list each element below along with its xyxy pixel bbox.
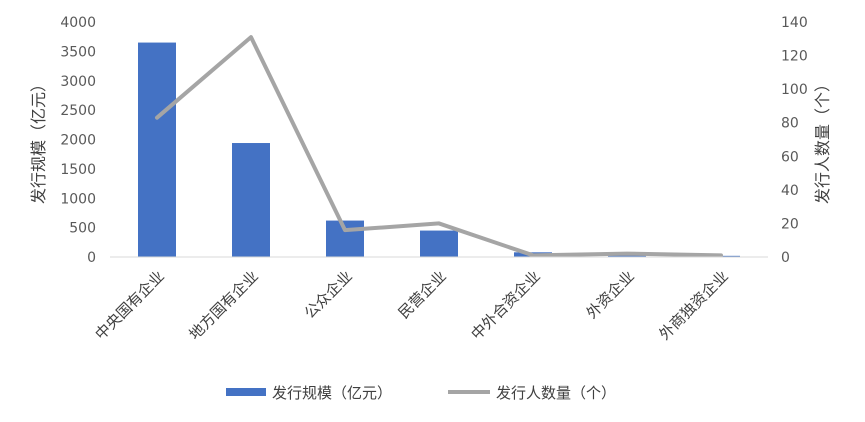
left-tick-label: 2000 xyxy=(60,133,96,149)
legend-bar-swatch xyxy=(226,388,266,396)
category-label: 中外合资企业 xyxy=(467,267,543,343)
right-tick-label: 80 xyxy=(781,116,799,132)
left-axis-ticks: 0 500 1000 1500 2000 2500 3000 3500 4000 xyxy=(60,15,96,266)
category-label: 公众企业 xyxy=(301,267,356,322)
left-tick-label: 3000 xyxy=(60,74,96,90)
line-series xyxy=(155,35,723,258)
category-label: 中央国有企业 xyxy=(91,267,167,343)
bar xyxy=(420,230,458,257)
right-tick-label: 0 xyxy=(781,250,790,266)
legend-line-label: 发行人数量（个） xyxy=(496,384,616,402)
left-axis-title: 发行规模（亿元） xyxy=(29,76,48,204)
legend: 发行规模（亿元） 发行人数量（个） xyxy=(226,384,616,402)
category-label: 地方国有企业 xyxy=(185,267,261,343)
right-axis-title: 发行人数量（个） xyxy=(813,76,832,204)
right-tick-label: 60 xyxy=(781,149,799,165)
left-tick-label: 2500 xyxy=(60,103,96,119)
right-tick-label: 100 xyxy=(781,82,808,98)
right-tick-label: 20 xyxy=(781,216,799,232)
legend-bar-label: 发行规模（亿元） xyxy=(272,384,392,402)
left-tick-label: 3500 xyxy=(60,44,96,60)
category-labels: 中央国有企业 地方国有企业 公众企业 民营企业 中外合资企业 外资企业 外商独资企业 xyxy=(91,267,731,343)
left-tick-label: 4000 xyxy=(60,15,96,31)
right-axis-ticks: 0 20 40 60 80 100 120 140 xyxy=(781,15,808,266)
right-tick-label: 40 xyxy=(781,183,799,199)
category-label: 民营企业 xyxy=(395,267,450,322)
left-tick-label: 1000 xyxy=(60,191,96,207)
left-tick-label: 500 xyxy=(69,221,96,237)
bar xyxy=(138,42,176,257)
right-tick-label: 140 xyxy=(781,15,808,31)
category-label: 外商独资企业 xyxy=(655,267,731,343)
left-tick-label: 1500 xyxy=(60,162,96,178)
category-label: 外资企业 xyxy=(583,267,638,322)
bar xyxy=(232,143,270,257)
left-tick-label: 0 xyxy=(87,250,96,266)
right-tick-label: 120 xyxy=(781,49,808,65)
